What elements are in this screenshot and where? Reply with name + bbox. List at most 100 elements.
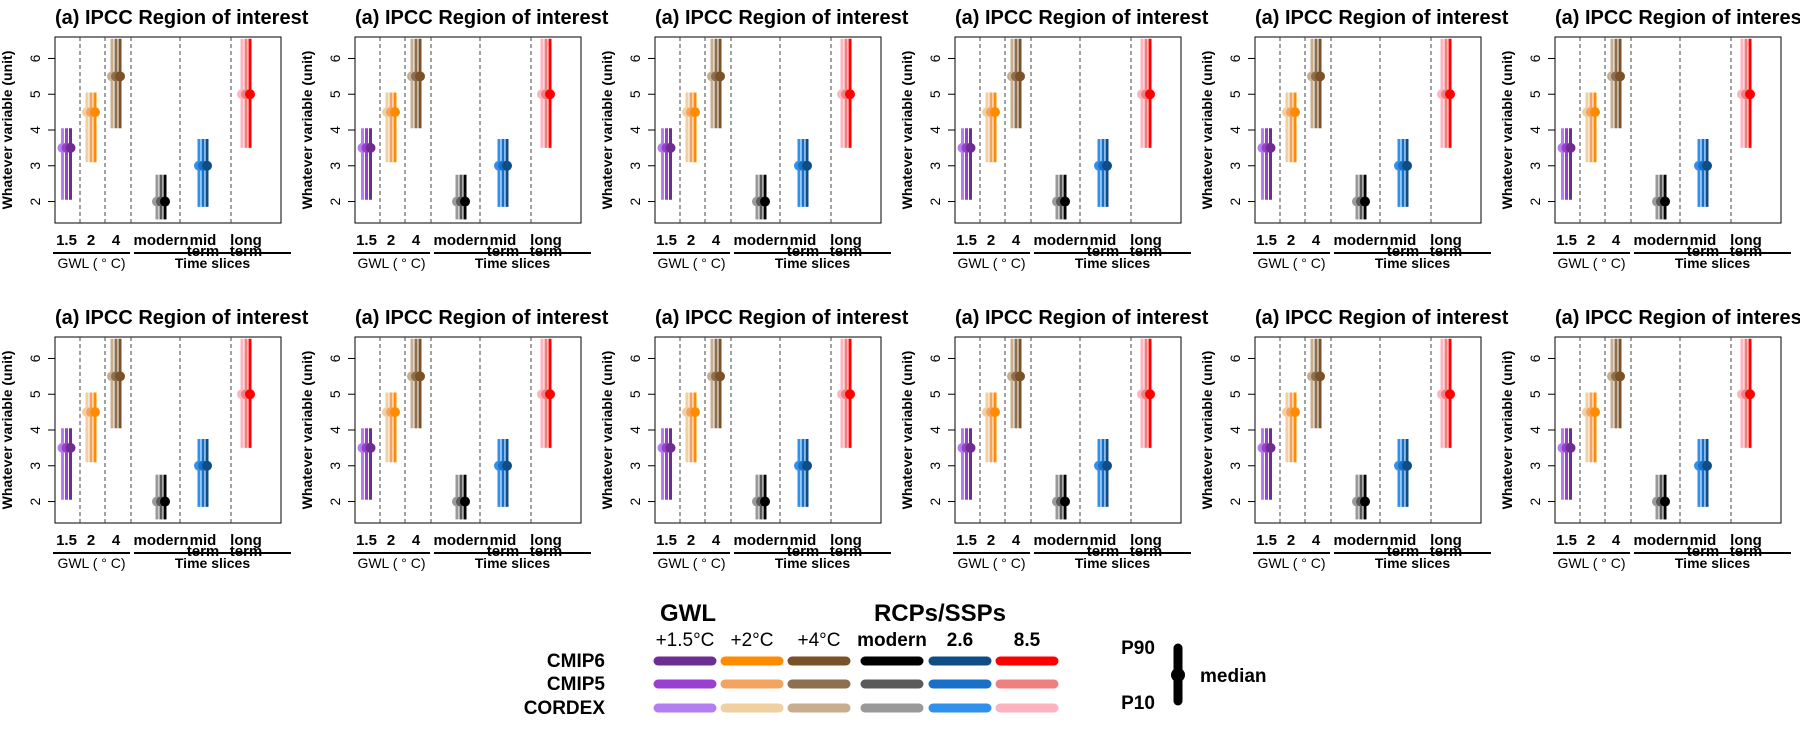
y-tick-label: 6 [627, 54, 643, 62]
group-label: 2 [687, 532, 695, 549]
y-axis-label: Whatever variable (unit) [899, 351, 915, 510]
median-point [665, 142, 676, 153]
panel: (a) IPCC Region of interest Whatever vari… [299, 307, 609, 571]
group-label: modern [1333, 532, 1388, 549]
group-label-line2: term [1730, 543, 1763, 560]
group-label: 4 [712, 532, 721, 549]
group-label-line2: term [187, 243, 220, 260]
median-point [160, 196, 170, 207]
median-point [1060, 496, 1070, 507]
group-label: 2 [87, 532, 95, 549]
y-tick-label: 6 [27, 354, 43, 362]
y-tick-label: 6 [1527, 354, 1543, 362]
y-tick-label: 2 [927, 497, 943, 505]
group-label: 2 [687, 232, 695, 249]
panel: (a) IPCC Region of interest Whatever vari… [0, 307, 309, 571]
median-point [115, 371, 125, 382]
group-label: modern [1633, 232, 1688, 249]
group-label: mid [490, 232, 517, 249]
y-tick-label: 3 [1527, 462, 1543, 470]
group-label-line2: term [787, 543, 820, 560]
group-label: modern [733, 532, 788, 549]
panel: (a) IPCC Region of interest Whatever vari… [1199, 7, 1509, 271]
group-label-line2: term [1730, 243, 1763, 260]
median-point [202, 160, 212, 171]
group-label: long [830, 532, 862, 549]
panel-title: (a) IPCC Region of interest [955, 7, 1209, 29]
group-label: 1.5 [956, 232, 977, 249]
median-point [1265, 142, 1276, 153]
median-point [715, 71, 725, 82]
median-point [245, 89, 255, 100]
group-label: mid [790, 532, 817, 549]
y-tick-label: 3 [1527, 162, 1543, 170]
group-label: 4 [1312, 232, 1321, 249]
group-label: 1.5 [656, 532, 677, 549]
panel-title: (a) IPCC Region of interest [355, 7, 609, 29]
median-point [665, 442, 676, 453]
y-axis-label: Whatever variable (unit) [299, 351, 315, 510]
median-point [65, 442, 76, 453]
group-label-line2: term [487, 243, 520, 260]
median-point [715, 371, 725, 382]
median-point [1590, 407, 1600, 418]
median-point [990, 107, 1000, 118]
panel: (a) IPCC Region of interest Whatever vari… [1499, 7, 1800, 271]
group-label: mid [1090, 232, 1117, 249]
group-label: mid [490, 532, 517, 549]
group-label: 4 [1612, 232, 1621, 249]
panel-title: (a) IPCC Region of interest [55, 7, 309, 29]
y-tick-label: 6 [1527, 54, 1543, 62]
median-point [1315, 371, 1325, 382]
group-label: 1.5 [656, 232, 677, 249]
y-axis-label: Whatever variable (unit) [0, 51, 15, 210]
panel-title: (a) IPCC Region of interest [355, 307, 609, 329]
panel: (a) IPCC Region of interest Whatever vari… [899, 307, 1209, 571]
group-label: 4 [1312, 532, 1321, 549]
group-label: 1.5 [1556, 232, 1577, 249]
y-tick-label: 6 [927, 354, 943, 362]
y-tick-label: 3 [1227, 162, 1243, 170]
group-label: 4 [712, 232, 721, 249]
panel-title: (a) IPCC Region of interest [1555, 307, 1800, 329]
median-point [1060, 196, 1070, 207]
group-label: modern [433, 232, 488, 249]
group-label-line2: term [1430, 243, 1463, 260]
group-label: modern [433, 532, 488, 549]
median-point [1702, 460, 1712, 471]
panel: (a) IPCC Region of interest Whatever vari… [899, 7, 1209, 271]
median-point [690, 107, 700, 118]
y-tick-label: 5 [27, 90, 43, 98]
y-tick-label: 5 [27, 390, 43, 398]
group-label: 2 [987, 532, 995, 549]
group-label-line2: term [230, 243, 263, 260]
y-tick-label: 5 [1227, 390, 1243, 398]
group-label: long [530, 232, 562, 249]
median-point [1290, 407, 1300, 418]
panel: (a) IPCC Region of interest Whatever vari… [299, 7, 609, 271]
group-label: 4 [112, 532, 121, 549]
median-point [1590, 107, 1600, 118]
group-label: 2 [1587, 232, 1595, 249]
group-label: 4 [1012, 232, 1021, 249]
group-label: long [530, 532, 562, 549]
y-tick-label: 5 [327, 90, 343, 98]
group-label-line2: term [1130, 243, 1163, 260]
group-label: mid [1390, 532, 1417, 549]
y-tick-label: 3 [327, 162, 343, 170]
y-tick-label: 3 [27, 162, 43, 170]
y-axis-label: Whatever variable (unit) [899, 51, 915, 210]
group-label: mid [790, 232, 817, 249]
median-point [802, 160, 812, 171]
legend-row-label: CMIP6 [547, 651, 605, 672]
y-tick-label: 4 [327, 426, 343, 434]
group-axis-label: Time slices [1375, 255, 1450, 271]
panel: (a) IPCC Region of interest Whatever vari… [1199, 307, 1509, 571]
group-axis-label: Time slices [1075, 555, 1150, 571]
group-label: 4 [1012, 532, 1021, 549]
median-point [1445, 389, 1455, 400]
group-axis-label: GWL ( ° C) [57, 255, 125, 271]
median-point [390, 407, 400, 418]
y-tick-label: 5 [1527, 390, 1543, 398]
